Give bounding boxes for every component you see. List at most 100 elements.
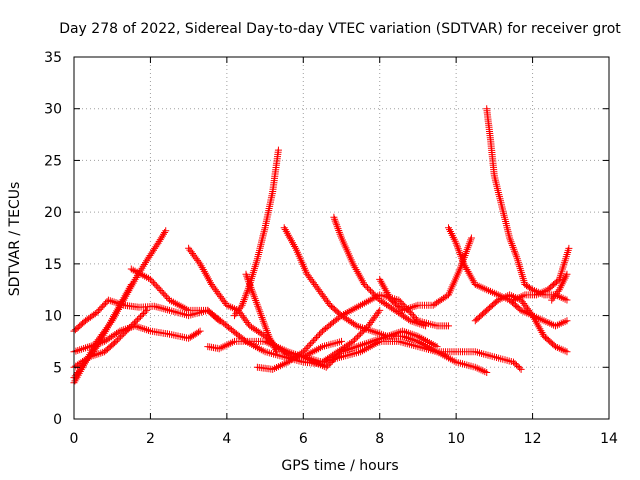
data-point xyxy=(326,301,344,318)
data-point xyxy=(318,313,344,335)
data-point xyxy=(452,239,467,266)
data-point xyxy=(490,353,515,365)
data-point xyxy=(204,306,222,323)
data-point xyxy=(429,292,451,309)
data-point xyxy=(330,213,345,240)
data-point xyxy=(565,244,573,252)
data-point xyxy=(399,302,420,314)
data-point xyxy=(185,244,203,266)
data-point xyxy=(498,203,513,240)
data-point xyxy=(196,260,214,287)
data-point xyxy=(490,172,505,209)
data-point xyxy=(487,136,498,178)
data-marks xyxy=(70,105,573,387)
data-point xyxy=(101,328,122,345)
data-point xyxy=(223,301,240,313)
chart-title: Day 278 of 2022, Sidereal Day-to-day VTE… xyxy=(59,21,621,37)
data-point xyxy=(445,267,463,299)
data-point xyxy=(483,297,501,314)
x-tick-label: 14 xyxy=(600,431,618,447)
data-point xyxy=(414,337,439,355)
data-point xyxy=(452,358,477,371)
data-point xyxy=(231,303,245,320)
data-point xyxy=(368,333,389,345)
data-point xyxy=(269,359,290,373)
data-point xyxy=(406,317,428,329)
data-point xyxy=(563,348,571,356)
data-point xyxy=(471,308,489,325)
y-tick-label: 20 xyxy=(44,205,62,221)
data-point xyxy=(261,190,276,232)
data-point xyxy=(93,298,111,316)
series-arc-9 xyxy=(231,146,282,320)
data-point xyxy=(540,332,558,349)
data-point xyxy=(395,337,420,350)
x-tick-label: 10 xyxy=(447,431,465,447)
data-point xyxy=(104,296,126,309)
series-arc-15 xyxy=(318,306,384,366)
data-point xyxy=(269,148,282,195)
y-tick-label: 35 xyxy=(44,50,62,66)
data-point xyxy=(166,296,191,313)
data-point xyxy=(521,281,535,293)
data-point xyxy=(555,272,570,294)
data-point xyxy=(257,312,272,338)
data-point xyxy=(162,227,170,235)
axis-ticks: 0 2 4 6 8 10 12 14 0 5 10 15 20 25 30 35 xyxy=(44,50,618,447)
data-point xyxy=(563,296,571,304)
x-axis-title: GPS time / hours xyxy=(281,458,398,474)
data-point xyxy=(143,241,161,265)
data-point xyxy=(154,229,169,247)
data-point xyxy=(143,306,151,314)
data-point xyxy=(376,275,394,302)
data-point xyxy=(548,287,562,304)
data-point xyxy=(387,296,405,313)
data-point xyxy=(135,302,156,311)
y-tick-label: 30 xyxy=(44,102,62,118)
data-point xyxy=(349,260,367,287)
data-point xyxy=(360,281,382,302)
data-point xyxy=(422,322,430,330)
data-point xyxy=(315,286,333,307)
data-point xyxy=(414,332,439,350)
plot-frame xyxy=(73,56,610,420)
data-point xyxy=(82,310,99,325)
data-point xyxy=(433,343,441,351)
data-point xyxy=(334,339,355,356)
data-point xyxy=(338,337,345,345)
x-tick-label: 8 xyxy=(375,431,384,447)
data-point xyxy=(127,265,152,282)
data-point xyxy=(246,322,267,339)
series-arc-18 xyxy=(483,105,571,304)
data-point xyxy=(555,246,572,283)
data-point xyxy=(273,348,281,356)
data-point xyxy=(85,348,107,361)
y-tick-label: 15 xyxy=(44,257,62,273)
data-point xyxy=(483,105,494,142)
data-point xyxy=(299,353,317,365)
data-point xyxy=(467,234,475,242)
x-tick-label: 6 xyxy=(299,431,308,447)
data-point xyxy=(391,306,413,324)
data-point xyxy=(532,287,550,299)
data-point xyxy=(318,338,343,351)
data-point xyxy=(349,324,371,345)
data-point xyxy=(238,282,253,309)
y-tick-label: 5 xyxy=(53,360,62,376)
data-point xyxy=(483,368,491,376)
data-point xyxy=(280,224,299,250)
data-point xyxy=(116,323,137,335)
data-point xyxy=(253,226,269,263)
data-point xyxy=(552,318,569,330)
x-tick-label: 2 xyxy=(146,431,155,447)
data-point xyxy=(494,292,512,304)
data-point xyxy=(517,365,525,373)
series-arc-6 xyxy=(127,265,223,325)
data-point xyxy=(445,322,452,330)
data-point xyxy=(166,306,190,319)
data-point xyxy=(471,348,496,360)
data-point xyxy=(166,330,190,342)
series-arc-12 xyxy=(280,224,491,376)
data-point xyxy=(383,328,405,340)
